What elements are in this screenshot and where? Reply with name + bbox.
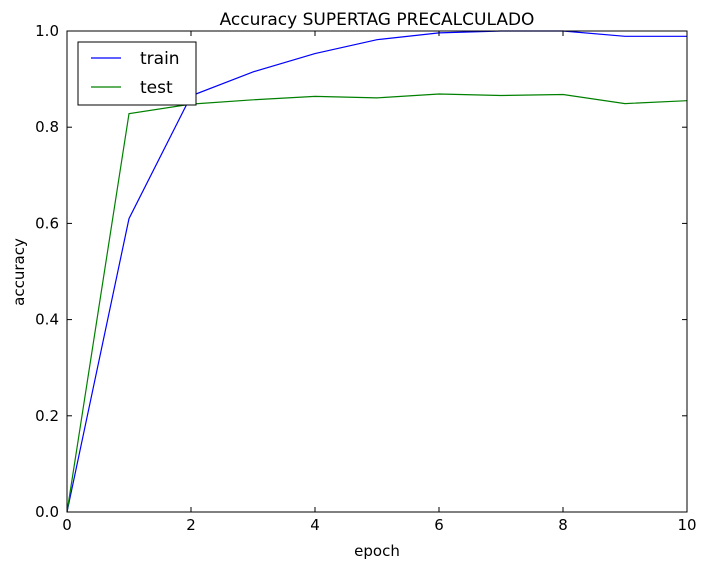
y-axis-title: accuracy — [10, 238, 28, 306]
x-axis-title: epoch — [354, 542, 400, 560]
series-line-test — [66, 93, 688, 513]
y-tick-label: 0.0 — [35, 503, 59, 521]
series-line-train — [66, 30, 687, 513]
x-tick-label: 4 — [310, 516, 320, 534]
legend-box — [77, 41, 197, 106]
plot-frame — [66, 30, 688, 513]
x-tick-label: 8 — [558, 516, 568, 534]
y-tick-label: 0.8 — [35, 118, 59, 136]
y-tick-label: 0.2 — [35, 407, 59, 425]
legend-label-test: test — [140, 78, 173, 98]
y-tick-label: 0.6 — [35, 214, 59, 232]
y-tick-label: 1.0 — [35, 22, 59, 40]
x-tick-label: 2 — [186, 516, 196, 534]
x-tick-label: 6 — [434, 516, 444, 534]
legend-label-train: train — [140, 49, 180, 69]
x-tick-label: 0 — [62, 516, 72, 534]
tick-layer: 0 2 4 6 8 10 0.0 0.2 0.4 0.6 0.8 1.0 — [35, 22, 696, 534]
legend: train test — [77, 41, 197, 106]
series-layer — [66, 30, 688, 513]
chart-title: Accuracy SUPERTAG PRECALCULADO — [220, 10, 535, 30]
x-tick-label: 10 — [677, 516, 696, 534]
y-tick-label: 0.4 — [35, 311, 59, 329]
